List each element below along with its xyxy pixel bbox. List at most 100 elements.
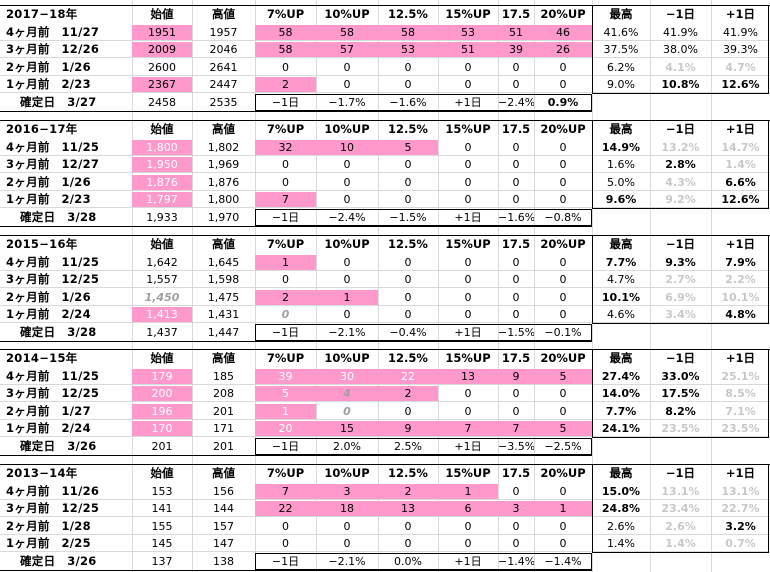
table-cell[interactable]: 4.7%	[607, 273, 635, 286]
column-header[interactable]: 7%UP	[266, 7, 305, 21]
confirm-label[interactable]: 確定日 3/26	[20, 553, 97, 568]
table-cell[interactable]: 14.7%	[721, 140, 760, 154]
column-header[interactable]: 12.5%	[388, 7, 428, 21]
table-cell[interactable]: 0.7%	[725, 537, 756, 550]
block-title[interactable]: 2013−14年	[6, 466, 78, 480]
column-header[interactable]: +1日	[725, 466, 756, 480]
table-cell[interactable]: 33.0%	[661, 369, 700, 383]
table-cell[interactable]: 0	[512, 175, 520, 189]
table-cell[interactable]: 1951	[132, 24, 192, 40]
table-cell[interactable]: 0	[404, 175, 412, 189]
table-cell[interactable]: 0	[559, 519, 567, 533]
row-label[interactable]: 1ヶ月前 2/23	[6, 192, 91, 206]
column-header[interactable]: 15%UP	[445, 122, 491, 136]
table-cell[interactable]: 0	[282, 60, 289, 74]
column-header[interactable]: 始値	[150, 7, 174, 21]
table-cell[interactable]: 0	[512, 273, 520, 286]
row-label[interactable]: 3ヶ月前 12/25	[6, 501, 100, 515]
table-cell[interactable]: 0	[559, 537, 567, 550]
confirm-cell[interactable]: 1,447	[207, 325, 240, 339]
row-label[interactable]: 2ヶ月前 1/26	[6, 289, 91, 304]
table-cell[interactable]: 9.3%	[665, 255, 696, 269]
confirm-cell[interactable]: −2.4%	[328, 210, 366, 224]
table-cell[interactable]: 0	[343, 273, 351, 286]
table-cell[interactable]: 1,598	[207, 273, 240, 286]
table-cell[interactable]: 4.7%	[725, 60, 756, 74]
column-header[interactable]: 17.5	[501, 351, 531, 365]
confirm-cell[interactable]: 2.0%	[333, 439, 361, 453]
confirm-cell[interactable]: −1.7%	[328, 95, 366, 109]
table-cell[interactable]: 0	[512, 140, 520, 154]
confirm-cell[interactable]: −0.4%	[389, 325, 427, 339]
table-cell[interactable]: 0	[559, 158, 567, 171]
column-header[interactable]: 20%UP	[540, 351, 586, 365]
table-cell[interactable]: 53	[438, 24, 498, 40]
table-cell[interactable]: 201	[213, 404, 234, 418]
table-cell[interactable]: 7.1%	[725, 404, 756, 418]
table-cell[interactable]: 6.6%	[725, 175, 756, 189]
table-cell[interactable]: 3.4%	[665, 308, 696, 321]
column-header[interactable]: 高値	[212, 237, 235, 251]
table-cell[interactable]: 5.0%	[607, 175, 635, 189]
table-cell[interactable]: 24.1%	[601, 422, 641, 435]
table-cell[interactable]: 0	[512, 537, 520, 550]
table-cell[interactable]: 2447	[209, 78, 238, 91]
table-cell[interactable]: 0	[464, 158, 472, 171]
table-cell[interactable]: 2.7%	[665, 273, 696, 286]
table-cell[interactable]: 0	[559, 140, 567, 154]
table-cell[interactable]: 0	[282, 273, 289, 286]
table-cell[interactable]: 26	[534, 42, 592, 57]
column-header[interactable]: 最高	[609, 7, 633, 21]
table-cell[interactable]: 0	[404, 290, 412, 304]
table-cell[interactable]: 0	[343, 537, 351, 550]
table-cell[interactable]: 0	[404, 60, 412, 74]
table-cell[interactable]: 39.3%	[723, 43, 758, 56]
table-cell[interactable]: 8.5%	[725, 387, 756, 400]
confirm-cell[interactable]: 1,970	[207, 210, 240, 224]
table-cell[interactable]: 0	[343, 193, 351, 206]
table-cell[interactable]: 23.4%	[661, 502, 700, 515]
confirm-cell[interactable]: +1日	[454, 439, 482, 453]
column-header[interactable]: 7%UP	[266, 351, 305, 365]
table-cell[interactable]: 0	[559, 484, 567, 498]
table-cell[interactable]: 7.7%	[605, 255, 637, 269]
table-cell[interactable]: 41.9%	[723, 25, 758, 39]
confirm-cell[interactable]: −3.5%	[498, 439, 534, 453]
table-cell[interactable]: 0	[343, 255, 351, 269]
confirm-cell[interactable]: 0.0%	[394, 554, 422, 568]
table-cell[interactable]: 1,557	[146, 273, 178, 286]
column-header[interactable]: 始値	[150, 122, 174, 136]
table-cell[interactable]: 1,431	[207, 308, 240, 321]
table-cell[interactable]: 22.7%	[721, 502, 760, 515]
confirm-cell[interactable]: −1日	[271, 554, 300, 568]
confirm-cell[interactable]: −1日	[271, 439, 300, 453]
confirm-cell[interactable]: −0.1%	[544, 325, 582, 339]
block-title[interactable]: 2014−15年	[6, 351, 78, 365]
table-cell[interactable]: 7	[438, 421, 498, 436]
column-header[interactable]: +1日	[725, 351, 756, 365]
column-header[interactable]: 最高	[609, 351, 633, 365]
confirm-cell[interactable]: −1.5%	[498, 325, 534, 339]
table-cell[interactable]: 58	[378, 24, 438, 40]
table-cell[interactable]: 22	[255, 501, 316, 516]
table-cell[interactable]: 0	[404, 193, 412, 206]
table-cell[interactable]: 7.7%	[605, 404, 637, 418]
table-cell[interactable]: 13	[438, 368, 498, 384]
table-cell[interactable]: 12.6%	[721, 193, 760, 206]
table-cell[interactable]: 0	[512, 193, 520, 206]
table-cell[interactable]: 0	[404, 308, 412, 321]
table-cell[interactable]: 1,950	[132, 157, 192, 172]
row-label[interactable]: 2ヶ月前 1/28	[6, 518, 91, 533]
table-cell[interactable]: 0	[559, 60, 567, 74]
table-cell[interactable]: 0	[559, 193, 567, 206]
confirm-cell[interactable]: −2.1%	[328, 325, 366, 339]
table-cell[interactable]: 2	[255, 77, 316, 92]
table-cell[interactable]: 22	[378, 368, 438, 384]
confirm-cell[interactable]: −2.4%	[498, 95, 534, 109]
table-cell[interactable]: 46	[534, 24, 592, 40]
table-cell[interactable]: 0	[404, 404, 412, 418]
table-cell[interactable]: 185	[213, 369, 234, 383]
row-label[interactable]: 4ヶ月前 11/27	[6, 24, 100, 39]
table-cell[interactable]: 1.4%	[607, 537, 635, 550]
column-header[interactable]: +1日	[725, 7, 756, 21]
